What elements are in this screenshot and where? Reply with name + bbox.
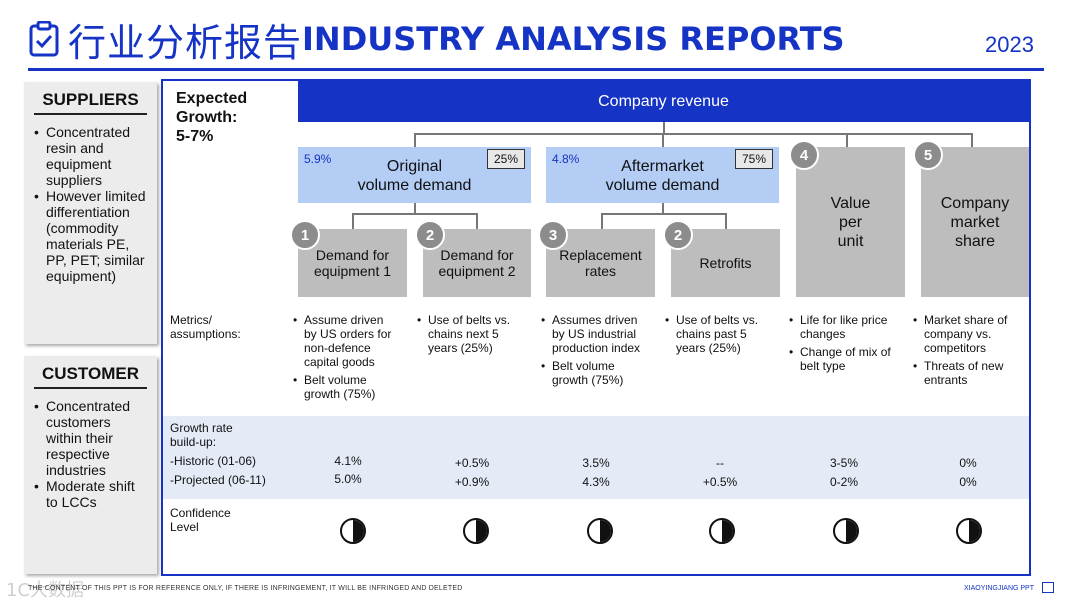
page-header: 行业分析报告 INDUSTRY ANALYSIS REPORTS (28, 14, 845, 65)
historic-value: 4.1% (334, 454, 362, 468)
metrics-cell: Use of belts vs. chains past 5 years (25… (665, 313, 777, 359)
connector-line (662, 133, 664, 147)
share-badge: 25% (486, 149, 525, 169)
step-number-badge: 4 (789, 140, 819, 170)
half-filled-circle-icon (709, 518, 735, 544)
customer-panel: CUSTOMER Concentrated customers within t… (24, 356, 157, 574)
metrics-label: Metrics/ assumptions: (170, 313, 241, 341)
customer-heading: CUSTOMER (34, 364, 147, 389)
list-item: Assume driven by US orders for non-defen… (293, 313, 405, 369)
page-title-zh: 行业分析报告 (68, 20, 303, 65)
connector-line (662, 203, 664, 214)
suppliers-heading: SUPPLIERS (34, 90, 147, 115)
connector-line (414, 133, 972, 135)
connector-line (663, 122, 665, 134)
step-number-badge: 2 (663, 220, 693, 250)
connector-line (414, 133, 416, 147)
step-number-badge: 2 (415, 220, 445, 250)
list-item: Change of mix of belt type (789, 345, 901, 373)
growth-pct: 4.8% (552, 152, 580, 166)
metrics-cell: Use of belts vs. chains next 5 years (25… (417, 313, 529, 359)
footer-disclaimer: THE CONTENT OF THIS PPT IS FOR REFERENCE… (28, 585, 463, 592)
connector-line (352, 213, 354, 229)
connector-line (476, 213, 478, 229)
projected-label: -Projected (06-11) (170, 473, 266, 487)
half-filled-circle-icon (833, 518, 859, 544)
list-item: Assumes driven by US industrial producti… (541, 313, 653, 355)
list-item: Use of belts vs. chains next 5 years (25… (417, 313, 529, 355)
suppliers-panel: SUPPLIERS Concentrated resin and equipme… (24, 82, 157, 344)
connector-line (352, 213, 478, 215)
step-number-badge: 1 (290, 220, 320, 250)
historic-label: -Historic (01-06) (170, 454, 257, 468)
header-divider (28, 68, 1044, 71)
list-item: Belt volume growth (75%) (293, 373, 405, 401)
value-per-unit-box: Value per unit (796, 147, 905, 297)
connector-line (725, 213, 727, 229)
company-revenue-bar: Company revenue (298, 81, 1029, 122)
projected-value: 5.0% (334, 472, 362, 486)
historic-value: 3.5% (582, 456, 610, 470)
customer-bullets: Concentrated customers within their resp… (34, 398, 149, 510)
footer-brand: XIAOYINGJIANG PPT (963, 585, 1034, 592)
confidence-label: Confidence Level (170, 506, 231, 534)
projected-value: 0-2% (829, 475, 858, 489)
metrics-cell: Assumes driven by US industrial producti… (541, 313, 653, 391)
historic-value: 3-5% (829, 456, 858, 470)
list-item: Use of belts vs. chains past 5 years (25… (665, 313, 777, 355)
retrofits-box: Retrofits (671, 229, 780, 297)
half-filled-circle-icon (956, 518, 982, 544)
expected-growth: Expected Growth: 5-7% (176, 90, 248, 145)
metrics-cell: Market share of company vs. competitors … (913, 313, 1025, 391)
list-item: Moderate shift to LCCs (34, 478, 149, 510)
list-item: Concentrated customers within their resp… (34, 398, 149, 478)
growth-band (163, 416, 1029, 499)
half-filled-circle-icon (587, 518, 613, 544)
historic-value: 0% (959, 456, 977, 470)
list-item: Concentrated resin and equipment supplie… (34, 124, 149, 188)
list-item: Belt volume growth (75%) (541, 359, 653, 387)
metrics-cell: Life for like price changes Change of mi… (789, 313, 901, 377)
company-market-share-box: Company market share (921, 147, 1029, 297)
clipboard-check-icon (29, 21, 59, 57)
connector-line (846, 133, 848, 147)
demand-equipment-1-box: Demand for equipment 1 (298, 229, 407, 297)
half-filled-circle-icon (340, 518, 366, 544)
aftermarket-volume-box: 4.8% 75% Aftermarket volume demand (546, 147, 779, 203)
half-filled-circle-icon (463, 518, 489, 544)
list-item: Market share of company vs. competitors (913, 313, 1025, 355)
brand-logo-icon (1042, 582, 1054, 593)
watermark: 1C大数据 (6, 580, 85, 601)
analysis-frame (161, 79, 1031, 576)
connector-line (971, 133, 973, 147)
connector-line (601, 213, 603, 229)
historic-value: -- (716, 456, 724, 470)
projected-value: +0.5% (702, 475, 738, 489)
growth-pct: 5.9% (304, 152, 332, 166)
projected-value: 4.3% (582, 475, 610, 489)
connector-line (414, 203, 416, 214)
historic-value: +0.5% (454, 456, 490, 470)
projected-value: 0% (959, 475, 977, 489)
growth-rate-label: Growth rate build-up: (170, 421, 233, 449)
share-badge: 75% (734, 149, 773, 169)
original-volume-box: 5.9% 25% Original volume demand (298, 147, 531, 203)
projected-value: +0.9% (454, 475, 490, 489)
list-item: Threats of new entrants (913, 359, 1025, 387)
list-item: Life for like price changes (789, 313, 901, 341)
step-number-badge: 3 (538, 220, 568, 250)
replacement-rates-box: Replacement rates (546, 229, 655, 297)
step-number-badge: 5 (913, 140, 943, 170)
year-label: 2023 (985, 32, 1034, 57)
page-title-en: INDUSTRY ANALYSIS REPORTS (302, 20, 845, 58)
connector-line (601, 213, 727, 215)
list-item: However limited differentiation (commodi… (34, 188, 149, 284)
metrics-cell: Assume driven by US orders for non-defen… (293, 313, 405, 405)
suppliers-bullets: Concentrated resin and equipment supplie… (34, 124, 149, 284)
